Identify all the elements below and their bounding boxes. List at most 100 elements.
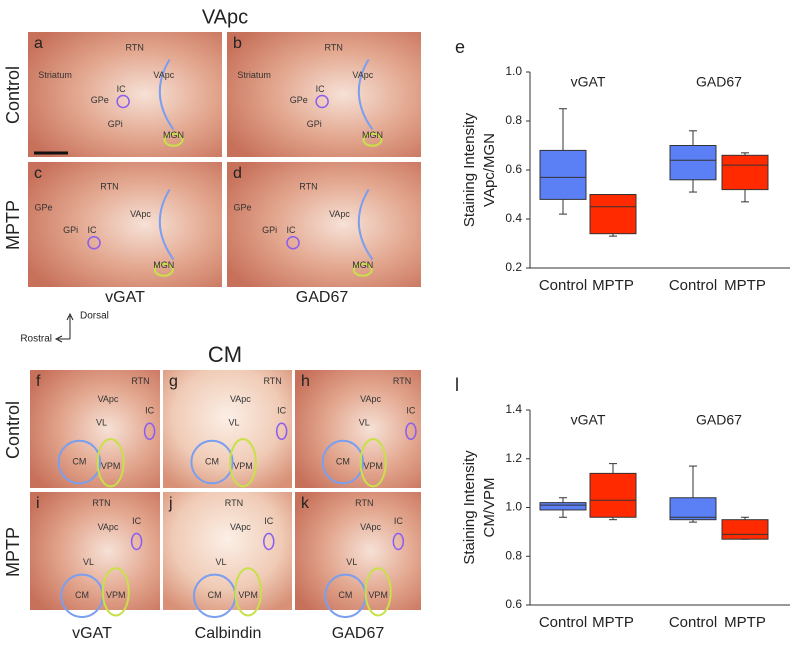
box <box>669 497 717 521</box>
x-tick-label: MPTP <box>592 277 634 294</box>
ic-outline <box>286 236 300 250</box>
y-tick-label: 1.2 <box>505 451 522 465</box>
region-label: GPi <box>307 119 322 129</box>
histology-image <box>295 370 421 488</box>
ic-outline <box>116 94 130 109</box>
compass-arrows <box>54 312 74 343</box>
histology-image <box>28 162 222 287</box>
x-tick-label: Control <box>539 277 587 294</box>
panel-letter: k <box>301 495 310 512</box>
region-label: VL <box>216 557 227 567</box>
region-label: IC <box>145 406 155 416</box>
region-label: VPM <box>233 461 253 471</box>
region-label: VApc <box>329 209 350 219</box>
compass-up: Dorsal <box>80 311 109 322</box>
ic-outline <box>263 532 275 551</box>
region-label: GPe <box>35 203 53 213</box>
region-label: VL <box>346 557 357 567</box>
y-tick-label: 0.8 <box>505 548 522 562</box>
region-label: VApc <box>352 70 373 80</box>
region-label: RTN <box>325 43 343 53</box>
region-label: RTN <box>92 498 110 508</box>
region-label: RTN <box>393 376 411 386</box>
vpm-outline <box>229 438 257 488</box>
region-label: IC <box>88 225 98 235</box>
ic-outline <box>275 422 288 441</box>
region-label: RTN <box>299 181 317 191</box>
region-label: RTN <box>131 376 149 386</box>
region-label: MGN <box>153 260 174 270</box>
region-label: CM <box>75 590 89 600</box>
y-tick-label: 1.0 <box>505 64 522 78</box>
region-label: VApc <box>230 394 251 404</box>
region-label: CM <box>205 456 219 466</box>
region-label: VApc <box>230 522 251 532</box>
region-label: GPi <box>108 119 123 129</box>
column-label: GAD67 <box>332 625 385 642</box>
region-label: Striatum <box>38 70 72 80</box>
region-label: CM <box>72 456 86 466</box>
region-label: Striatum <box>237 70 271 80</box>
y-tick-label: 0.6 <box>505 162 522 176</box>
y-tick-label: 1.0 <box>505 500 522 514</box>
compass-left: Rostral <box>20 334 52 345</box>
histology-image <box>163 370 292 488</box>
ic-outline <box>87 236 101 250</box>
region-label: MGN <box>352 260 373 270</box>
column-label: Calbindin <box>195 625 262 642</box>
column-label: GAD67 <box>296 289 349 306</box>
mgn-outline <box>362 132 383 147</box>
region-label: VPM <box>363 461 383 471</box>
box <box>721 154 769 191</box>
region-label: MGN <box>163 130 184 140</box>
cm-outline <box>321 439 365 485</box>
ic-outline <box>392 532 405 551</box>
region-label: MGN <box>362 130 383 140</box>
region-label: GPe <box>290 95 308 105</box>
region-label: IC <box>316 84 326 94</box>
region-label: GPi <box>63 225 78 235</box>
mgn-outline <box>153 262 174 277</box>
group-label: vGAT <box>571 74 606 90</box>
y-axis-label: Staining Intensity <box>461 112 478 227</box>
ic-outline <box>130 532 143 551</box>
region-label: RTN <box>263 376 281 386</box>
title-bottom: CM <box>208 342 242 367</box>
panel-letter: c <box>34 165 42 182</box>
y-tick-label: 0.4 <box>505 211 522 225</box>
region-label: GPe <box>234 203 252 213</box>
row-label: Control <box>3 401 23 459</box>
panel-letter: a <box>34 35 43 52</box>
vpm-outline <box>96 438 125 488</box>
region-label: RTN <box>355 498 373 508</box>
ic-outline <box>143 422 156 441</box>
region-label: VApc <box>360 522 381 532</box>
vapc-outline <box>158 188 175 261</box>
y-tick-label: 0.8 <box>505 113 522 127</box>
row-label: MPTP <box>3 200 23 250</box>
title-top: VApc <box>202 6 248 28</box>
panel-letter: l <box>455 375 459 395</box>
histology-image <box>227 162 421 287</box>
x-tick-label: MPTP <box>592 614 634 631</box>
box <box>589 194 637 235</box>
cm-outline <box>57 439 102 485</box>
region-label: VApc <box>153 70 174 80</box>
region-label: IC <box>132 516 142 526</box>
box <box>721 519 769 540</box>
region-label: IC <box>394 516 404 526</box>
region-label: IC <box>287 225 297 235</box>
region-label: VPM <box>368 590 388 600</box>
x-tick-label: Control <box>669 614 717 631</box>
ic-outline <box>405 422 417 441</box>
x-tick-label: Control <box>669 277 717 294</box>
region-label: VPM <box>238 590 258 600</box>
x-tick-label: Control <box>539 614 587 631</box>
histology-image <box>30 370 160 488</box>
box <box>589 472 637 518</box>
panel-letter: d <box>233 165 242 182</box>
box <box>669 145 717 181</box>
region-label: VL <box>359 417 370 427</box>
group-label: GAD67 <box>696 412 742 428</box>
panel-letter: g <box>169 373 178 390</box>
